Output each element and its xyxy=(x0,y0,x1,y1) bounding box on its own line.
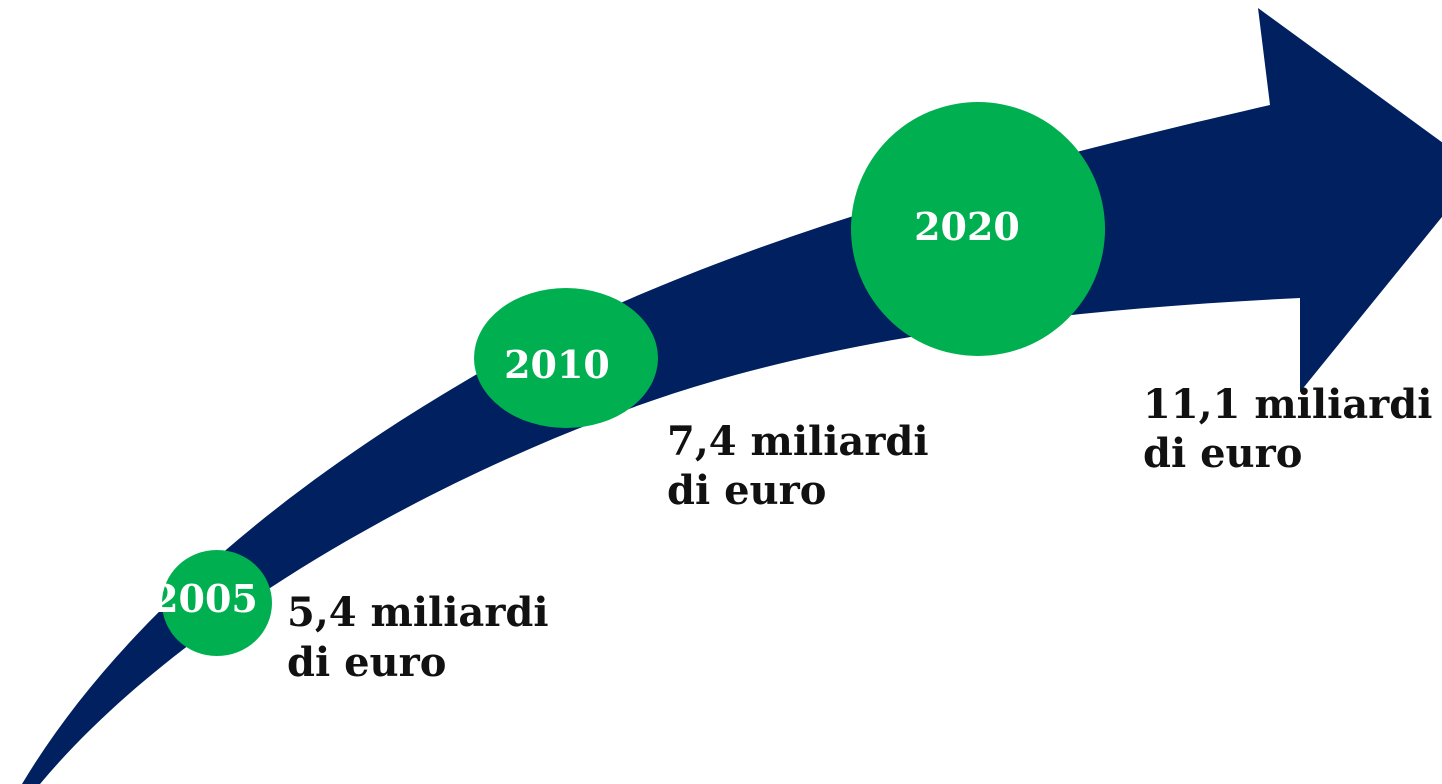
amount-label: 11,1 miliardi xyxy=(1143,381,1432,428)
milestone-circle xyxy=(851,102,1105,356)
year-label: 2010 xyxy=(504,342,610,387)
amount-label: di euro xyxy=(1143,430,1302,477)
amount-label: di euro xyxy=(287,639,446,686)
amount-label: di euro xyxy=(667,467,826,514)
milestone-circle xyxy=(474,288,658,428)
year-label: 2005 xyxy=(152,576,258,621)
amount-label: 5,4 miliardi xyxy=(287,589,549,636)
amount-label: 7,4 miliardi xyxy=(667,418,929,465)
milestone-circle xyxy=(162,550,272,656)
year-label: 2020 xyxy=(914,204,1020,249)
